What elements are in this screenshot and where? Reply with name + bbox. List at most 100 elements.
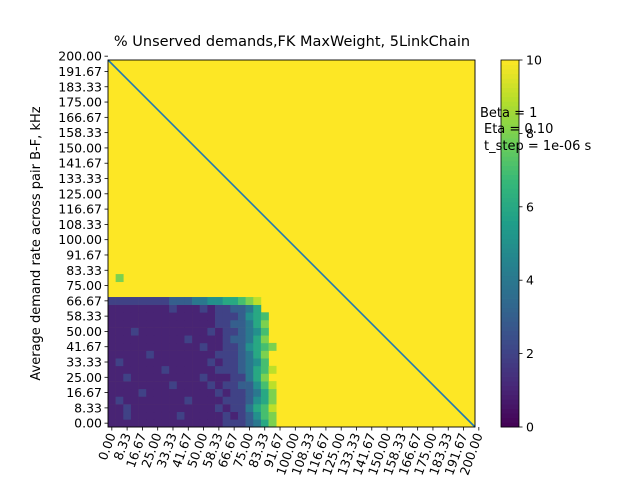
colorbar-segment xyxy=(501,266,519,272)
heatmap-cell xyxy=(260,381,269,390)
y-axis-label: Average demand rate across pair B-F, kHz xyxy=(29,106,44,380)
heatmap-cell xyxy=(237,335,246,344)
heatmap-cell xyxy=(115,388,124,397)
colorbar-segment xyxy=(501,87,519,93)
y-tick-label: 100.00 xyxy=(58,232,102,247)
heatmap-cell xyxy=(169,373,178,382)
heatmap-cell xyxy=(260,388,269,397)
colorbar-segment xyxy=(501,349,519,354)
heatmap-cell xyxy=(115,396,124,405)
colorbar-segment xyxy=(501,229,519,235)
colorbar-segment xyxy=(501,193,519,199)
heatmap-cell xyxy=(153,419,162,428)
heatmap-cell xyxy=(176,350,185,359)
heatmap-cell xyxy=(230,381,239,390)
heatmap-cell xyxy=(153,373,162,382)
colorbar-segment xyxy=(501,293,519,299)
heatmap-cell xyxy=(260,365,269,374)
heatmap-cell xyxy=(245,373,254,382)
heatmap-cell xyxy=(199,304,208,313)
heatmap-cell xyxy=(130,419,139,428)
heatmap-cell xyxy=(237,358,246,367)
y-tick-label: 125.00 xyxy=(58,186,102,201)
heatmap-cell xyxy=(153,319,162,328)
heatmap-cell xyxy=(222,358,231,367)
heatmap-cell xyxy=(161,312,170,321)
y-tick-label: 133.33 xyxy=(58,171,102,186)
heatmap-cell xyxy=(176,358,185,367)
heatmap-cell xyxy=(146,404,155,413)
heatmap-cell xyxy=(161,335,170,344)
heatmap-cell xyxy=(222,419,231,428)
colorbar-segment xyxy=(501,156,519,162)
heatmap-cell xyxy=(130,373,139,382)
heatmap-cell xyxy=(130,297,139,305)
heatmap-cell xyxy=(199,365,208,374)
y-tick-label: 191.67 xyxy=(58,64,102,79)
heatmap-cell xyxy=(153,350,162,359)
colorbar-segment xyxy=(501,225,519,231)
heatmap-cell xyxy=(146,358,155,367)
colorbar-segment xyxy=(501,303,519,309)
colorbar-segment xyxy=(501,151,519,157)
heatmap-cell xyxy=(153,297,162,305)
heatmap-cell xyxy=(199,388,208,397)
heatmap-cell xyxy=(115,327,124,336)
heatmap-cell xyxy=(169,304,178,313)
heatmap-cell xyxy=(245,335,254,344)
heatmap-cell xyxy=(253,297,262,305)
heatmap-cell xyxy=(176,312,185,321)
y-tick-label: 33.33 xyxy=(66,355,102,370)
heatmap-cell xyxy=(260,327,269,336)
colorbar-segment xyxy=(501,399,519,405)
heatmap-cell xyxy=(199,319,208,328)
heatmap-cell xyxy=(222,319,231,328)
heatmap-cell xyxy=(176,319,185,328)
y-tick-label: 41.67 xyxy=(66,339,102,354)
colorbar-segment xyxy=(501,220,519,226)
colorbar-segment xyxy=(501,284,519,290)
heatmap-cell xyxy=(146,411,155,420)
y-tick-label: 0.00 xyxy=(74,416,102,431)
colorbar-segment xyxy=(501,78,519,84)
heatmap-cell xyxy=(184,404,193,413)
annotation-beta: Beta = 1 xyxy=(480,106,538,121)
heatmap-cell xyxy=(123,381,132,390)
colorbar-segment xyxy=(501,335,519,341)
colorbar-segment xyxy=(501,179,519,185)
heatmap-cell xyxy=(260,358,269,367)
colorbar-segment xyxy=(501,73,519,79)
heatmap-cell xyxy=(237,342,246,351)
heatmap-cell xyxy=(260,335,269,344)
heatmap-cell xyxy=(253,350,262,359)
colorbar-segment xyxy=(501,280,519,286)
y-tick-label: 166.67 xyxy=(58,110,102,125)
heatmap-cell xyxy=(115,373,124,382)
heatmap-cell xyxy=(115,312,124,321)
heatmap-cell xyxy=(230,411,239,420)
heatmap-cell xyxy=(192,404,201,413)
heatmap-cell xyxy=(230,304,239,313)
heatmap-cell xyxy=(260,411,269,420)
heatmap-cell xyxy=(123,297,132,305)
diagonal-line xyxy=(107,59,476,428)
heatmap-cell xyxy=(215,388,223,397)
heatmap-cell xyxy=(108,342,116,351)
heatmap-cell xyxy=(253,381,262,390)
heatmap-cell xyxy=(260,396,269,405)
y-tick-label: 8.33 xyxy=(74,400,102,415)
heatmap-cell xyxy=(153,342,162,351)
heatmap-cell xyxy=(237,297,246,305)
colorbar-segment xyxy=(501,188,519,194)
heatmap-cell xyxy=(161,388,170,397)
heatmap-cell xyxy=(115,342,124,351)
heatmap-cell xyxy=(253,388,262,397)
colorbar-segment xyxy=(501,64,519,70)
heatmap-cell xyxy=(161,342,170,351)
heatmap-cell xyxy=(138,304,147,313)
heatmap-cell xyxy=(207,381,216,390)
heatmap-cell xyxy=(130,319,139,328)
heatmap-cell xyxy=(199,358,208,367)
colorbar-segment xyxy=(501,261,519,267)
